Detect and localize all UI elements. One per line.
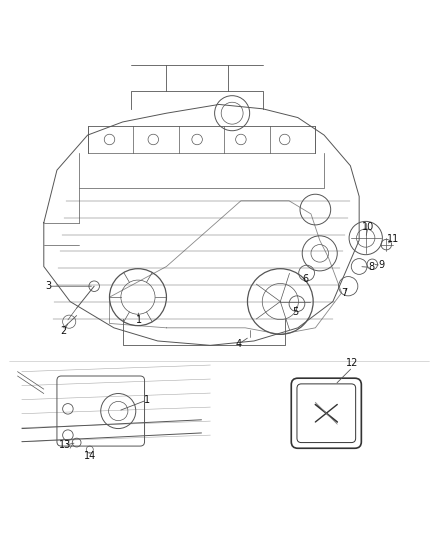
Text: 2: 2	[60, 326, 67, 336]
Text: 8: 8	[368, 262, 374, 272]
Text: 10: 10	[362, 222, 374, 232]
Text: 14: 14	[84, 451, 96, 461]
Text: 7: 7	[341, 288, 347, 298]
Text: 1: 1	[144, 395, 150, 405]
Text: 3: 3	[45, 281, 51, 291]
Text: 1: 1	[136, 315, 142, 325]
Text: 12: 12	[346, 358, 359, 368]
Text: 4: 4	[236, 339, 242, 349]
Text: 5: 5	[293, 308, 299, 318]
Text: 13: 13	[59, 440, 71, 450]
Text: 11: 11	[387, 235, 399, 244]
Text: 9: 9	[378, 260, 384, 270]
Text: 6: 6	[302, 274, 308, 284]
